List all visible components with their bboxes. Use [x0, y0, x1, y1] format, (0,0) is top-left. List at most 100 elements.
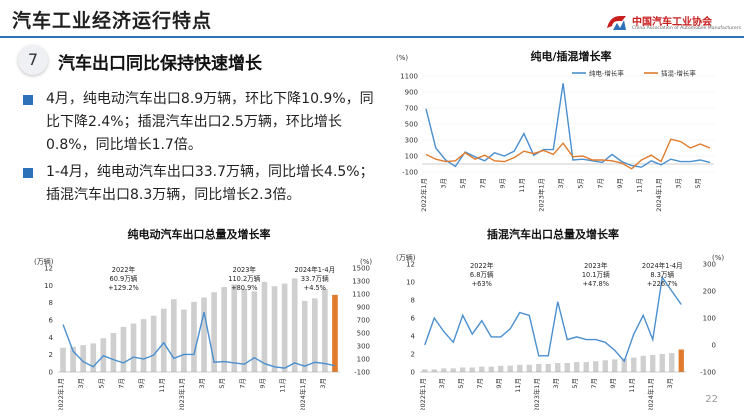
- bar: [488, 366, 494, 372]
- page-number: 22: [705, 394, 718, 405]
- annotation-text: 33.7万辆: [301, 274, 329, 283]
- y-tick-label: 6: [411, 315, 416, 323]
- caam-logo: 中国汽车工业协会 China Association of Automobile…: [604, 12, 741, 34]
- y-tick-label: 6: [49, 317, 54, 325]
- bar: [160, 308, 167, 372]
- bar: [271, 286, 278, 372]
- x-tick-label: 2023年1月: [177, 378, 186, 410]
- x-tick-label: 2022年1月: [419, 178, 428, 212]
- bar: [90, 343, 97, 372]
- bullet-list: 4月，纯电动汽车出口8.9万辆，环比下降10.9%，同比下降2.4%；插混汽车出…: [20, 88, 385, 211]
- y-tick-label: 700: [405, 105, 418, 113]
- x-tick-label: 9月: [495, 378, 503, 389]
- y2-tick-label: 1500: [352, 265, 370, 273]
- chart-growth-panel: 纯电/插混增长率 (%) -100 100 300 500 700 900 1100 纯电-增长率…: [386, 40, 736, 228]
- annotation-text: +226.7%: [647, 280, 678, 288]
- annotation-text: 2024年1-4月: [294, 265, 335, 274]
- x-tick-label: 3月: [198, 378, 206, 389]
- annotation-text: 2022年: [112, 265, 136, 274]
- bar: [659, 354, 665, 372]
- growth-rate-line: [62, 312, 336, 369]
- bar: [291, 278, 298, 372]
- y2-tick-label: 900: [357, 304, 370, 312]
- y-tick-label: 4: [49, 334, 54, 342]
- bar: [555, 363, 561, 372]
- annotation-text: 60.9万辆: [110, 274, 138, 283]
- bar: [241, 288, 248, 372]
- annotation-text: 10.1万辆: [582, 270, 610, 279]
- y2-tick-label: 100: [703, 315, 716, 323]
- x-tick-label: 5月: [218, 378, 226, 389]
- bar: [70, 346, 76, 372]
- x-tick-label: 5月: [571, 378, 579, 389]
- bar-highlight: [332, 294, 338, 372]
- x-tick-label: 5月: [97, 378, 105, 389]
- bar: [669, 353, 675, 372]
- chart-phev-panel: 插混汽车出口总量及增长率 (万辆) (%) 0 2 4 6 8 10 12 -100 0 100 200 3…: [386, 226, 736, 412]
- y-axis-unit: (%): [396, 54, 408, 62]
- annotation-text: +129.2%: [108, 284, 139, 292]
- logo-cn-text: 中国汽车工业协会: [632, 17, 712, 28]
- series-line-phev: [425, 138, 711, 170]
- bar: [261, 281, 268, 372]
- section-title: 汽车出口同比保持快速增长: [58, 54, 262, 74]
- annotation-text: +47.8%: [583, 280, 609, 288]
- y2-tick-label: 700: [357, 317, 370, 325]
- bar-highlight: [678, 349, 684, 372]
- bar: [150, 315, 157, 372]
- x-tick-label: 11月: [158, 378, 166, 393]
- x-tick-label: 11月: [279, 378, 287, 393]
- bar: [498, 365, 504, 372]
- bar: [526, 364, 532, 372]
- legend-label: 纯电-增长率: [589, 69, 624, 78]
- bev-export-chart: 纯电动汽车出口总量及增长率 (万辆) (%) 0 2 4 6 8 10 12 -100 100 300 5…: [34, 227, 372, 412]
- bar: [80, 345, 86, 372]
- y2-tick-label: 200: [703, 288, 716, 296]
- annotation-text: 2023年: [233, 265, 257, 274]
- y2-axis-unit: (%): [360, 258, 372, 266]
- chart-title: 纯电/插混增长率: [530, 49, 611, 63]
- phev-export-chart: 插混汽车出口总量及增长率 (万辆) (%) 0 2 4 6 8 10 12 -100 0 100 200 3…: [396, 227, 724, 412]
- caam-logo-icon: [607, 16, 626, 30]
- chart-bev-panel: 纯电动汽车出口总量及增长率 (万辆) (%) 0 2 4 6 8 10 12 -100 100 300 5…: [2, 226, 384, 412]
- y2-tick-label: 1300: [352, 278, 370, 286]
- x-tick-label: 3月: [438, 378, 446, 389]
- bar: [583, 362, 589, 372]
- annotation-text: 8.3万辆: [650, 270, 674, 279]
- growth-line-chart: 纯电/插混增长率 (%) -100 100 300 500 700 900 1100 纯电-增长率…: [396, 49, 714, 212]
- bar: [211, 292, 217, 372]
- bar: [231, 284, 238, 372]
- annotation-text: 2024年1-4月: [642, 261, 683, 270]
- bar: [564, 363, 570, 372]
- bar: [621, 358, 627, 372]
- bar: [507, 365, 513, 372]
- x-tick-label: 2022年1月: [418, 378, 427, 410]
- bar: [221, 287, 227, 372]
- bar: [469, 367, 475, 372]
- y2-tick-label: 300: [703, 261, 716, 269]
- y-axis-unit: (万辆): [34, 257, 54, 266]
- logo-en-text: China Association of Automobile Manufact…: [632, 26, 741, 31]
- y2-tick-label: -100: [354, 369, 370, 377]
- annotation-text: 2022年: [470, 261, 494, 270]
- section-number-badge: 7: [18, 45, 48, 75]
- y-tick-label: -100: [402, 169, 418, 177]
- bar: [545, 363, 551, 372]
- x-tick-label: 2024年1月: [654, 178, 663, 212]
- y-tick-label: 100: [405, 153, 418, 161]
- title-divider: [0, 36, 744, 38]
- y-tick-label: 2: [411, 351, 415, 359]
- bar: [640, 355, 646, 372]
- annotation-text: 6.8万辆: [470, 270, 494, 279]
- slide-title: 汽车工业经济运行特点: [12, 10, 213, 32]
- bullet-square-icon: [23, 95, 33, 105]
- bar: [140, 319, 147, 372]
- x-tick-label: 9月: [138, 378, 146, 389]
- y-tick-label: 300: [405, 137, 418, 145]
- y2-tick-label: 100: [357, 356, 370, 364]
- y-tick-label: 0: [411, 369, 415, 377]
- bar: [191, 301, 197, 372]
- y-tick-label: 10: [406, 279, 415, 287]
- y-tick-label: 12: [44, 265, 53, 273]
- x-tick-label: 2023年1月: [532, 378, 541, 410]
